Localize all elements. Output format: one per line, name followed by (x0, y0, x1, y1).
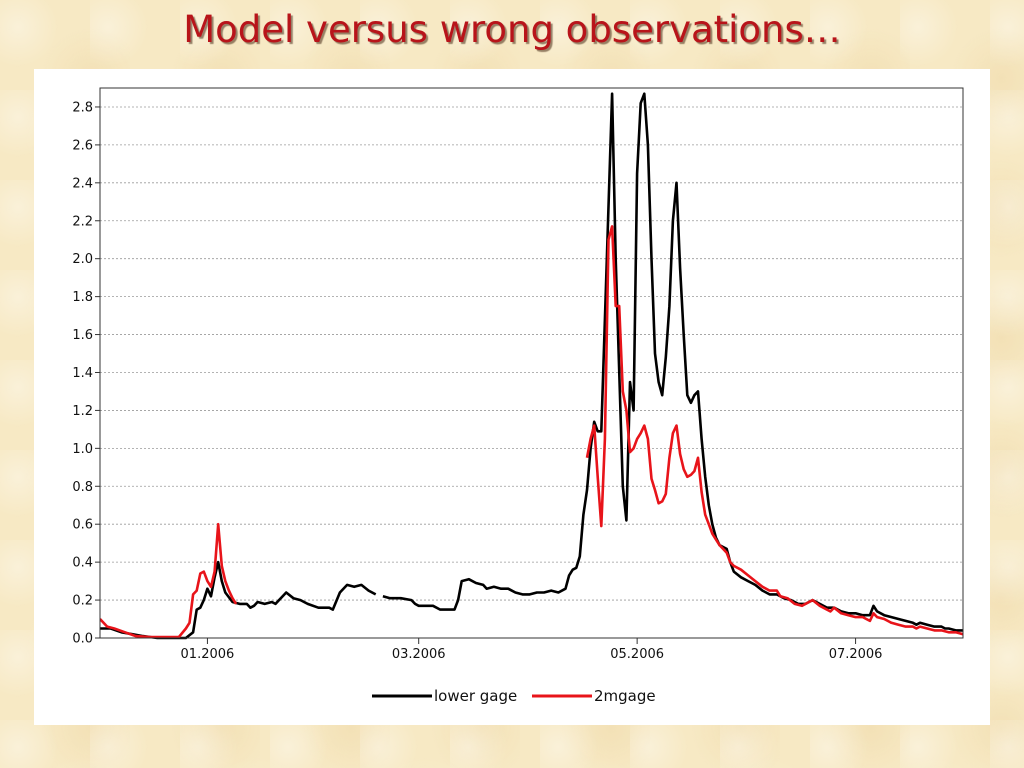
y-tick-label: 1.2 (72, 404, 93, 419)
x-axis-ticks: 01.2006 03.2006 05.2006 07.2006 (181, 638, 883, 662)
y-axis-ticks: 0.0 0.2 0.4 0.6 0.8 1.0 1.2 1.4 1.6 1.8 2.0 2.2 2.4 2… (72, 100, 100, 647)
legend-label-2mgage: 2mgage (594, 687, 656, 705)
line-chart: 0.0 0.2 0.4 0.6 0.8 1.0 1.2 1.4 1.6 1.8 2.0 2.2 2.4 2… (72, 87, 964, 705)
x-tick-label: 01.2006 (181, 647, 235, 662)
x-tick-label: 05.2006 (610, 647, 664, 662)
y-tick-label: 1.8 (72, 290, 93, 305)
series-line-lower-gage (382, 92, 963, 632)
y-tick-label: 2.8 (72, 100, 93, 115)
plot-frame (99, 87, 964, 639)
y-tick-label: 0.0 (72, 632, 93, 647)
y-tick-label: 1.4 (72, 366, 93, 381)
y-tick-label: 0.4 (72, 556, 93, 571)
series-line-2mgage (100, 522, 238, 639)
grid-lines (100, 106, 963, 639)
y-tick-label: 2.6 (72, 138, 93, 153)
y-tick-label: 0.2 (72, 594, 93, 609)
series-line-2mgage (585, 225, 963, 636)
y-tick-label: 2.0 (72, 252, 93, 267)
y-tick-label: 0.8 (72, 480, 93, 495)
chart-panel: 0.0 0.2 0.4 0.6 0.8 1.0 1.2 1.4 1.6 1.8 2.0 2.2 2.4 2… (34, 69, 990, 725)
x-tick-label: 07.2006 (829, 647, 883, 662)
slide-title: Model versus wrong observations… (183, 8, 841, 51)
y-tick-label: 0.6 (72, 518, 93, 533)
y-tick-label: 2.2 (72, 214, 93, 229)
legend-label-lower-gage: lower gage (434, 687, 517, 705)
y-tick-label: 1.6 (72, 328, 93, 343)
series-lines (100, 92, 963, 640)
x-tick-label: 03.2006 (392, 647, 446, 662)
y-tick-label: 2.4 (72, 176, 93, 191)
legend: lower gage 2mgage (372, 687, 656, 705)
y-tick-label: 1.0 (72, 442, 93, 457)
